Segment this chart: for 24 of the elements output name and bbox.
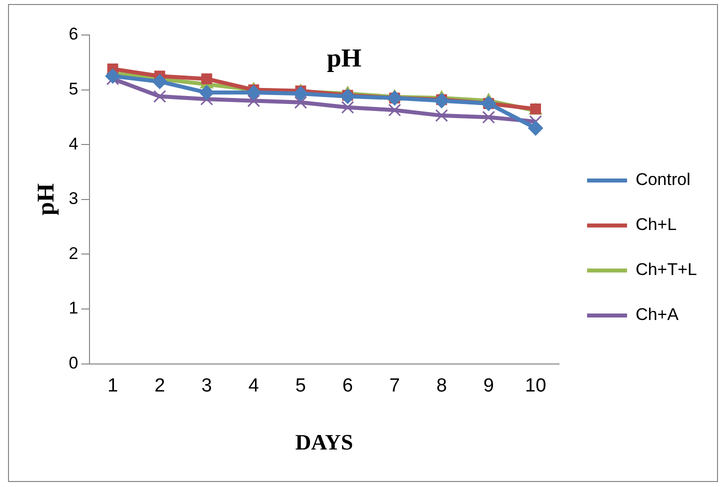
x-tick-label: 7 — [389, 375, 400, 396]
y-axis-title: pH — [34, 183, 60, 216]
legend-label: Control — [636, 170, 690, 190]
x-tick-label: 2 — [154, 375, 166, 396]
legend-label: Ch+T+L — [636, 260, 698, 280]
x-tick-label: 4 — [248, 375, 260, 396]
y-tick-label: 6 — [68, 24, 78, 44]
legend-label: Ch+A — [636, 305, 680, 324]
chart-title: pH — [326, 44, 362, 73]
y-tick-label: 5 — [68, 79, 78, 98]
x-tick-label: 10 — [525, 375, 546, 396]
legend-label: Ch+L — [636, 215, 677, 234]
y-tick-label: 4 — [68, 134, 78, 154]
y-tick-label: 3 — [68, 189, 78, 208]
x-tick-label: 6 — [342, 375, 353, 396]
x-tick-label: 3 — [201, 375, 212, 396]
x-tick-label: 1 — [107, 375, 118, 396]
x-tick-label: 8 — [436, 375, 447, 396]
x-axis-title: DAYS — [295, 429, 354, 454]
y-tick-label: 0 — [68, 353, 78, 372]
y-tick-label: 2 — [68, 244, 78, 263]
y-tick-label: 1 — [68, 298, 78, 318]
x-tick-label: 5 — [295, 375, 306, 396]
x-tick-label: 9 — [483, 375, 494, 396]
